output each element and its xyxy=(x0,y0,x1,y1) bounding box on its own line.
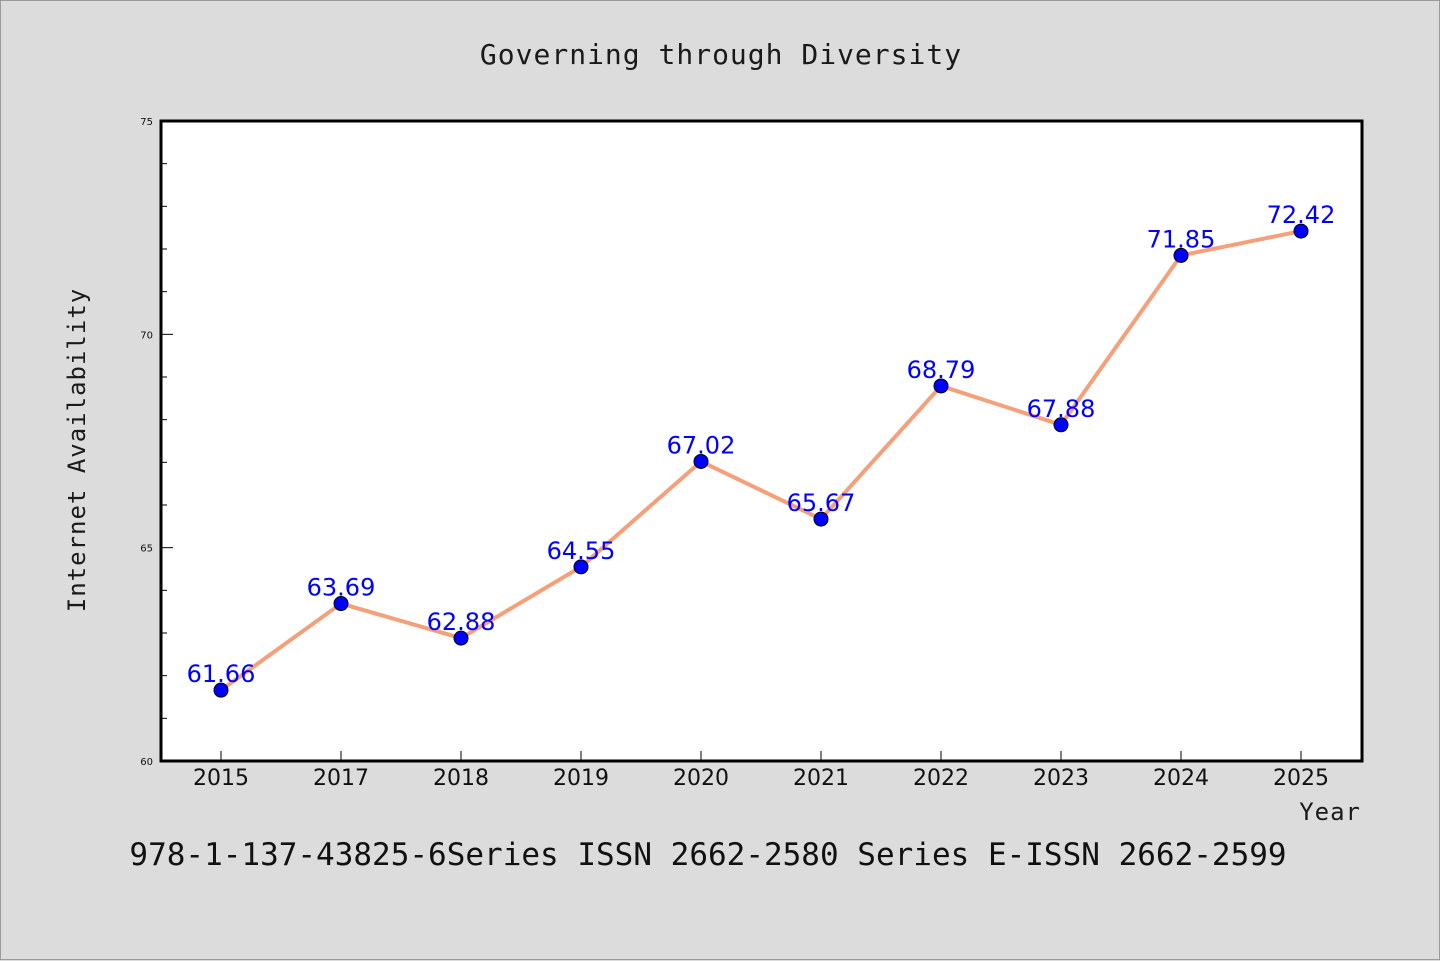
data-point xyxy=(573,559,589,575)
x-axis: 2015 2017 2018 2019 2020 2021 2022 2023 2024 2025 xyxy=(193,751,1329,791)
data-label: 61.66 xyxy=(187,660,256,688)
x-tick-label: 2017 xyxy=(313,766,369,791)
plot-area xyxy=(159,119,1364,763)
data-point xyxy=(693,453,709,469)
y-tick-label: 65 xyxy=(140,544,153,555)
y-tick-label: 60 xyxy=(140,757,153,768)
x-tick-label: 2022 xyxy=(913,766,969,791)
x-tick-label: 2024 xyxy=(1153,766,1209,791)
isbn-issn-footer: 978-1-137-43825-6Series ISSN 2662-2580 S… xyxy=(129,837,1286,873)
y-axis: 60 65 70 75 xyxy=(140,117,173,768)
x-tick-label: 2019 xyxy=(553,766,609,791)
x-tick-label: 2018 xyxy=(433,766,489,791)
data-point xyxy=(453,630,469,646)
data-label: 67.02 xyxy=(667,431,736,459)
x-tick-label: 2023 xyxy=(1033,766,1089,791)
data-label: 64.55 xyxy=(547,537,616,565)
data-label: 71.85 xyxy=(1147,225,1216,253)
series-line xyxy=(219,229,1302,692)
series-group: 61.66 63.69 62.88 64.55 67.02 65.67 68.79 67.88… xyxy=(187,201,1336,698)
y-tick-label: 75 xyxy=(140,117,153,128)
data-label: 67.88 xyxy=(1027,395,1096,423)
data-point xyxy=(1293,223,1309,239)
data-label: 72.42 xyxy=(1267,201,1336,229)
x-tick-label: 2020 xyxy=(673,766,729,791)
x-axis-label: Year xyxy=(1299,798,1361,826)
data-point xyxy=(1053,417,1069,433)
y-tick-label: 70 xyxy=(140,330,153,341)
x-tick-label: 2021 xyxy=(793,766,849,791)
data-point xyxy=(1173,247,1189,263)
y-axis-label: Internet Availability xyxy=(63,288,91,612)
data-point xyxy=(813,511,829,527)
data-point xyxy=(213,682,229,698)
data-label: 63.69 xyxy=(307,574,376,602)
data-label: 65.67 xyxy=(787,489,856,517)
data-point xyxy=(933,378,949,394)
chart-title: Governing through Diversity xyxy=(480,38,962,71)
data-label: 62.88 xyxy=(427,608,496,636)
data-point xyxy=(333,596,349,612)
x-tick-label: 2025 xyxy=(1273,766,1329,791)
data-label: 68.79 xyxy=(907,356,976,384)
x-tick-label: 2015 xyxy=(193,766,249,791)
